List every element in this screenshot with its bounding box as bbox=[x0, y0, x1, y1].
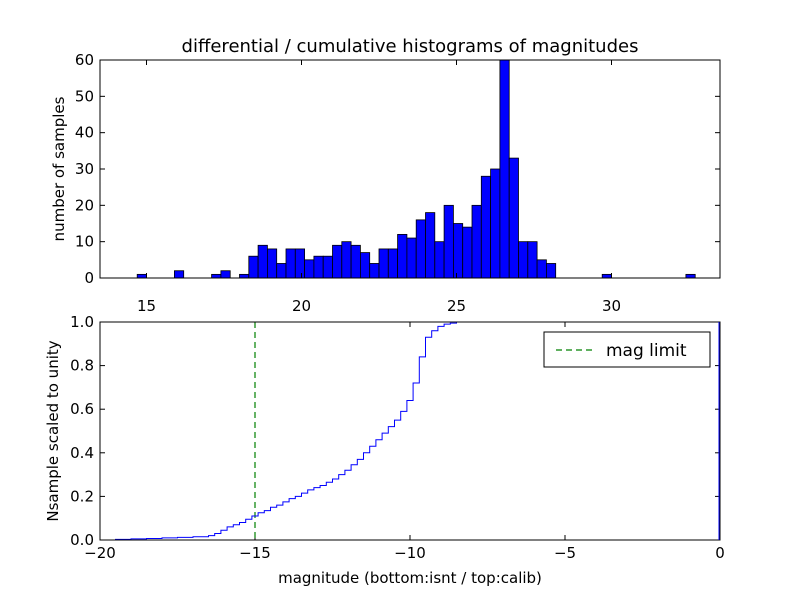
histogram-bar bbox=[294, 248, 305, 279]
histogram-bar bbox=[266, 248, 278, 279]
y-tick-label: 20 bbox=[75, 196, 94, 214]
x-tick-label: 30 bbox=[602, 297, 621, 315]
histogram-bar bbox=[434, 241, 445, 279]
histogram-bar bbox=[443, 204, 454, 279]
x-tick-label: 15 bbox=[137, 297, 156, 315]
histogram-bar bbox=[536, 259, 547, 279]
x-tick-label: −20 bbox=[84, 544, 116, 562]
legend-box bbox=[543, 331, 711, 368]
cumulative-panel: magnitude (bottom:isnt / top:calib) Nsam… bbox=[44, 313, 725, 587]
y-tick-label: 10 bbox=[75, 233, 94, 251]
histogram-panel: differential / cumulative histograms of … bbox=[50, 36, 721, 315]
histogram-bar bbox=[173, 270, 185, 279]
y-tick-label: 30 bbox=[75, 160, 94, 178]
histogram-bar bbox=[527, 241, 538, 279]
histogram-bar bbox=[546, 263, 557, 279]
top-axis-ticks: 0 10 20 30 40 50 60 15 20 25 30 bbox=[75, 51, 720, 315]
y-tick-label: 0.6 bbox=[70, 400, 94, 418]
histogram-bar bbox=[601, 273, 612, 279]
histogram-bar bbox=[462, 226, 473, 279]
y-tick-label: 60 bbox=[75, 51, 94, 69]
histogram-bar bbox=[508, 157, 519, 279]
histogram-bar bbox=[276, 263, 287, 279]
y-tick-label: 0.8 bbox=[70, 357, 94, 375]
y-tick-label: 0.4 bbox=[70, 444, 94, 462]
histogram-bar bbox=[359, 252, 371, 279]
histogram-bar bbox=[378, 248, 389, 279]
y-tick-label: 1.0 bbox=[70, 313, 94, 331]
histogram-bar bbox=[332, 244, 343, 279]
histogram-bar bbox=[425, 212, 436, 279]
x-tick-label: 20 bbox=[292, 297, 311, 315]
histogram-bar bbox=[322, 255, 333, 279]
histogram-bar bbox=[257, 244, 268, 279]
histogram-bar bbox=[285, 248, 296, 279]
y-tick-label: 0.0 bbox=[70, 531, 94, 549]
x-tick-label: 0 bbox=[715, 544, 725, 562]
x-tick-label: −10 bbox=[394, 544, 426, 562]
x-tick-label: 25 bbox=[447, 297, 466, 315]
histogram-bar bbox=[518, 241, 529, 279]
histogram-bar bbox=[397, 233, 408, 279]
legend-label: mag limit bbox=[606, 341, 687, 361]
y-tick-label: 40 bbox=[75, 124, 94, 142]
histogram-bar bbox=[239, 273, 250, 279]
histogram-bar bbox=[685, 273, 696, 279]
histogram-bar bbox=[499, 59, 510, 279]
histogram-bar bbox=[480, 175, 491, 279]
histogram-bar bbox=[490, 168, 501, 279]
bottom-x-axis-label: magnitude (bottom:isnt / top:calib) bbox=[278, 569, 542, 587]
histogram-bar bbox=[415, 219, 426, 279]
histogram-bar bbox=[387, 248, 398, 279]
histogram-bar bbox=[350, 244, 361, 279]
y-tick-label: 0.2 bbox=[70, 487, 94, 505]
histogram-bar bbox=[369, 263, 380, 279]
histogram-bar bbox=[136, 273, 147, 279]
x-tick-label: −15 bbox=[239, 544, 271, 562]
histogram-bar bbox=[471, 204, 482, 279]
chart-title: differential / cumulative histograms of … bbox=[182, 36, 639, 57]
y-tick-label: 0 bbox=[84, 269, 94, 287]
cumulative-step-line bbox=[100, 321, 507, 541]
top-y-axis-label: number of samples bbox=[50, 96, 68, 241]
histogram-bar bbox=[406, 237, 417, 279]
histogram-bar bbox=[341, 241, 352, 279]
histogram-bar bbox=[452, 223, 464, 279]
legend: mag limit bbox=[543, 331, 711, 368]
x-tick-label: −5 bbox=[554, 544, 576, 562]
histogram-bar bbox=[220, 270, 231, 279]
histogram-bar bbox=[313, 255, 324, 279]
histogram-bars bbox=[136, 59, 696, 279]
top-plot-frame bbox=[99, 59, 721, 279]
bottom-y-axis-label: Nsample scaled to unity bbox=[44, 340, 62, 521]
y-tick-label: 50 bbox=[75, 87, 94, 105]
histogram-bar bbox=[304, 259, 315, 279]
histogram-bar bbox=[211, 273, 222, 279]
histogram-bar bbox=[248, 255, 259, 279]
bottom-plot-frame bbox=[99, 321, 721, 541]
bottom-axis-ticks: 0.0 0.2 0.4 0.6 0.8 1.0 −20 −15 −10 −5 0 bbox=[70, 313, 725, 562]
